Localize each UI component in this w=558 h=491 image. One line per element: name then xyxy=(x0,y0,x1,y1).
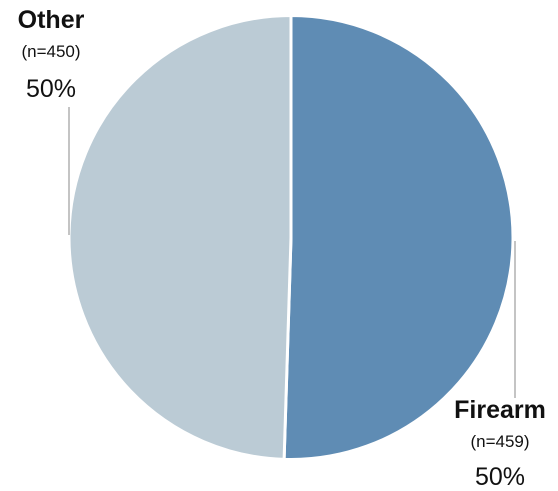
pie-slices xyxy=(67,14,515,461)
slice-label-firearm-percent: 50% xyxy=(475,463,525,491)
slice-label-other-percent: 50% xyxy=(26,75,76,103)
pie-slice-other xyxy=(67,14,293,461)
slice-label-other-count: (n=450) xyxy=(21,42,80,61)
slice-label-firearm-count: (n=459) xyxy=(470,432,529,451)
slice-label-firearm-name: Firearm xyxy=(454,396,546,424)
pie-slice-firearm xyxy=(282,14,515,461)
slice-label-other-name: Other xyxy=(18,6,85,34)
